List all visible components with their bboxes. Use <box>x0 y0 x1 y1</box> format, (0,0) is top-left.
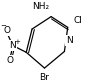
Text: N: N <box>10 41 16 50</box>
Text: NH₂: NH₂ <box>33 2 50 11</box>
Text: N: N <box>66 36 73 45</box>
Text: +: + <box>15 39 20 44</box>
Text: Cl: Cl <box>73 16 82 25</box>
Text: −: − <box>0 23 6 29</box>
Text: Br: Br <box>40 73 49 82</box>
Text: O: O <box>6 56 13 65</box>
Text: O: O <box>3 26 10 35</box>
